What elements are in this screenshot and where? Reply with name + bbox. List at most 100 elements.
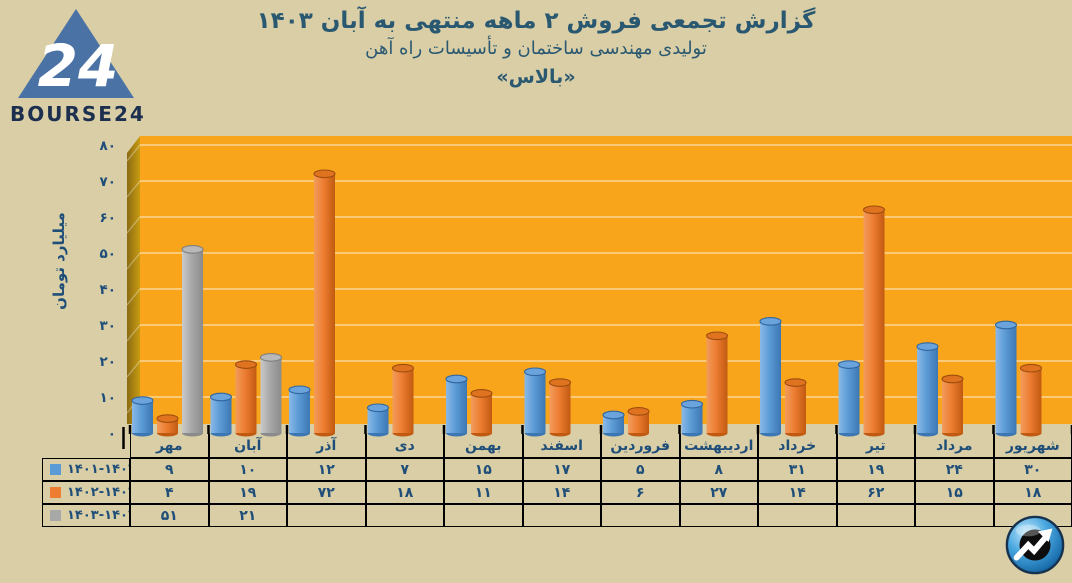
value-cell	[758, 504, 837, 527]
bar-1-5	[548, 378, 572, 437]
month-header-cell: اردیبهشت	[679, 434, 758, 458]
month-header-cell: شهریور	[993, 434, 1072, 458]
header-titles: گزارش تجمعی فروش ۲ ماهه منتهی به آبان ۱۴…	[257, 8, 816, 88]
bourse24-logo: 24 BOURSE24	[10, 4, 146, 126]
bar-2-0	[181, 245, 204, 437]
legend-cell: ۱۴۰۱-۱۴۰۲	[42, 458, 130, 481]
value-cell: ۱۴	[758, 481, 837, 504]
value-cell: ۱۹	[208, 481, 287, 504]
y-tick-label: ۲۰	[100, 354, 116, 370]
value-cell: ۶۲	[836, 481, 915, 504]
company-name: «بالاس»	[496, 66, 576, 88]
bar-1-1	[234, 360, 258, 437]
bar-1-0	[156, 414, 179, 437]
page-subtitle: تولیدی مهندسی ساختمان و تأسیسات راه آهن	[365, 38, 707, 59]
series-label: ۱۴۰۳-۱۴۰۴	[67, 508, 130, 523]
watermark	[1004, 514, 1066, 580]
month-header-cell: فروردین	[601, 434, 680, 458]
gridline-wall	[126, 252, 141, 270]
plot-area	[140, 136, 1072, 424]
value-cell: ۸	[679, 458, 758, 481]
series-label: ۱۴۰۱-۱۴۰۲	[67, 462, 130, 477]
value-cell	[365, 504, 444, 527]
sales-bar-chart: ۰ ۱۰ ۲۰ ۳۰ ۴۰ ۵۰ ۶۰ ۷۰ ۸۰	[100, 136, 1072, 449]
bar-0-2	[288, 385, 311, 437]
logo-triangle	[18, 9, 134, 98]
gridline-wall	[126, 180, 141, 198]
value-cell	[287, 504, 366, 527]
value-cell: ۱۱	[444, 481, 523, 504]
value-cell	[679, 504, 758, 527]
bar-1-9	[862, 205, 886, 437]
bar-0-7	[680, 399, 704, 437]
value-cell: ۱۵	[444, 458, 523, 481]
y-tick-label: ۷۰	[100, 174, 116, 190]
bar-0-0	[131, 396, 154, 437]
value-cell: ۱۰	[208, 458, 287, 481]
value-cell: ۱۸	[365, 481, 444, 504]
bar-0-6	[602, 410, 625, 437]
value-cell: ۱۲	[287, 458, 366, 481]
value-cell	[915, 504, 994, 527]
value-cell: ۲۷	[679, 481, 758, 504]
value-cell: ۱۷	[522, 458, 601, 481]
month-header-cell: دی	[365, 434, 444, 458]
month-header-cell: مرداد	[915, 434, 994, 458]
bar-1-3	[391, 363, 415, 437]
logo-number: 24	[38, 32, 119, 100]
y-tick-label: ۳۰	[100, 318, 116, 334]
value-cell: ۱۹	[836, 458, 915, 481]
bar-0-4	[445, 374, 468, 437]
legend-swatch	[50, 510, 61, 521]
bar-0-9	[837, 360, 861, 437]
month-header-cell: اسفند	[522, 434, 601, 458]
bourse24-triangle-logo-icon: 24	[18, 9, 134, 100]
month-header-cell: تیر	[836, 434, 915, 458]
value-cell: ۴	[130, 481, 209, 504]
gridline-wall	[126, 144, 141, 162]
bar-0-8	[759, 317, 782, 437]
y-tick-label: ۰	[108, 426, 116, 442]
gridline-wall	[126, 360, 141, 378]
bar-1-11	[1019, 363, 1043, 437]
bar-1-6	[627, 407, 650, 437]
value-cell: ۶	[601, 481, 680, 504]
legend-cell: ۱۴۰۲-۱۴۰۳	[42, 481, 130, 504]
table-corner-cell	[42, 434, 130, 458]
month-header-cell: آذر	[287, 434, 366, 458]
legend-swatch	[50, 464, 61, 475]
page-title: گزارش تجمعی فروش ۲ ماهه منتهی به آبان ۱۴…	[256, 8, 816, 34]
bar-1-8	[784, 378, 807, 437]
value-cell	[836, 504, 915, 527]
value-cell: ۲۱	[208, 504, 287, 527]
legend-swatch	[50, 487, 61, 498]
month-header-cell: خرداد	[758, 434, 837, 458]
bar-0-1	[209, 392, 233, 437]
value-cell	[444, 504, 523, 527]
gridline-wall	[126, 288, 141, 306]
logo-wordmark: BOURSE24	[10, 102, 146, 126]
value-cell: ۳۰	[993, 458, 1072, 481]
value-cell: ۷	[365, 458, 444, 481]
legend-cell: ۱۴۰۳-۱۴۰۴	[42, 504, 130, 527]
value-cell: ۱۴	[522, 481, 601, 504]
gridline-wall	[126, 216, 141, 234]
bar-2-1	[259, 353, 283, 437]
bar-1-4	[470, 389, 493, 437]
bar-0-11	[994, 320, 1018, 437]
value-cell: ۱۵	[915, 481, 994, 504]
value-cell: ۵۱	[130, 504, 209, 527]
y-tick-label: ۱۰	[100, 390, 116, 406]
bar-1-10	[941, 374, 964, 437]
bar-0-10	[916, 342, 939, 437]
value-cell: ۱۸	[993, 481, 1072, 504]
y-tick-label: ۶۰	[100, 210, 116, 226]
trend-arrow-circle-icon	[1005, 515, 1065, 575]
y-tick-label: ۴۰	[100, 282, 116, 298]
y-tick-label: ۸۰	[100, 138, 116, 154]
plot-side-wall	[127, 136, 140, 424]
value-cell	[601, 504, 680, 527]
bar-1-7	[705, 331, 729, 437]
bar-1-2	[313, 169, 336, 437]
